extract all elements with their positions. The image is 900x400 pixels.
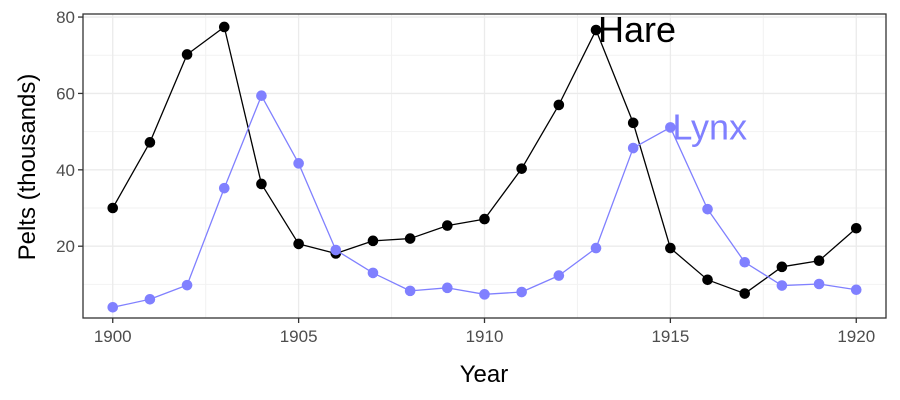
- lynx-point: [367, 267, 379, 279]
- series-lynx: [107, 90, 862, 313]
- lynx-point: [293, 158, 304, 169]
- lynx-point: [181, 279, 193, 291]
- hare-point: [665, 242, 676, 254]
- lynx-point: [218, 182, 230, 194]
- hare-point: [850, 222, 862, 234]
- lynx-point: [144, 293, 156, 305]
- hare-point: [739, 288, 751, 299]
- axes: 1900 1905 1910 1915 1920 20 40 60 80: [56, 8, 887, 346]
- hare-point: [516, 163, 527, 174]
- series-labels: Hare Lynx: [598, 9, 747, 147]
- hare-point: [702, 274, 713, 286]
- lynx-point: [553, 270, 565, 281]
- lynx-point: [665, 122, 676, 133]
- x-axis-title: Year: [460, 361, 509, 388]
- y-tick-label: 80: [56, 8, 75, 27]
- hare-point: [107, 202, 119, 214]
- hare-point: [813, 255, 825, 267]
- lynx-point: [404, 285, 416, 297]
- hare-point: [181, 49, 193, 60]
- lynx-point: [330, 244, 342, 256]
- lynx-series-label: Lynx: [672, 106, 747, 147]
- hare-point: [293, 238, 304, 250]
- hare-point: [776, 261, 788, 273]
- lynx-point: [776, 280, 788, 291]
- lynx-point: [256, 90, 267, 102]
- x-tick-label: 1920: [837, 327, 875, 346]
- hare-point: [144, 137, 156, 148]
- series-hare: [107, 21, 862, 299]
- hare-point: [218, 21, 230, 33]
- hare-point: [590, 24, 602, 36]
- hare-point: [442, 220, 453, 231]
- hare-series-label: Hare: [598, 9, 676, 50]
- y-tick-label: 60: [56, 84, 75, 103]
- x-tick-label: 1905: [280, 327, 318, 346]
- hare-point: [367, 235, 379, 247]
- hare-point: [256, 178, 267, 190]
- x-tick-label: 1910: [466, 327, 504, 346]
- lynx-point: [479, 289, 490, 300]
- x-tick-label: 1900: [94, 327, 132, 346]
- lynx-point: [850, 284, 862, 296]
- y-tick-label: 20: [56, 237, 75, 256]
- y-tick-label: 40: [56, 161, 75, 180]
- lynx-point: [813, 278, 825, 290]
- hare-point: [479, 213, 490, 225]
- lynx-point: [107, 302, 119, 313]
- hare-point: [627, 117, 639, 129]
- hare-point: [404, 233, 416, 244]
- lynx-point: [739, 256, 751, 268]
- lynx-point: [516, 286, 527, 298]
- x-tick-label: 1915: [651, 327, 689, 346]
- y-axis-title: Pelts (thousands): [14, 74, 41, 261]
- lynx-point: [442, 282, 453, 294]
- hare-point: [553, 99, 565, 111]
- lynx-point: [590, 242, 602, 254]
- lynx-point: [702, 203, 713, 215]
- lynx-point: [627, 142, 639, 154]
- series-layer: [107, 21, 862, 313]
